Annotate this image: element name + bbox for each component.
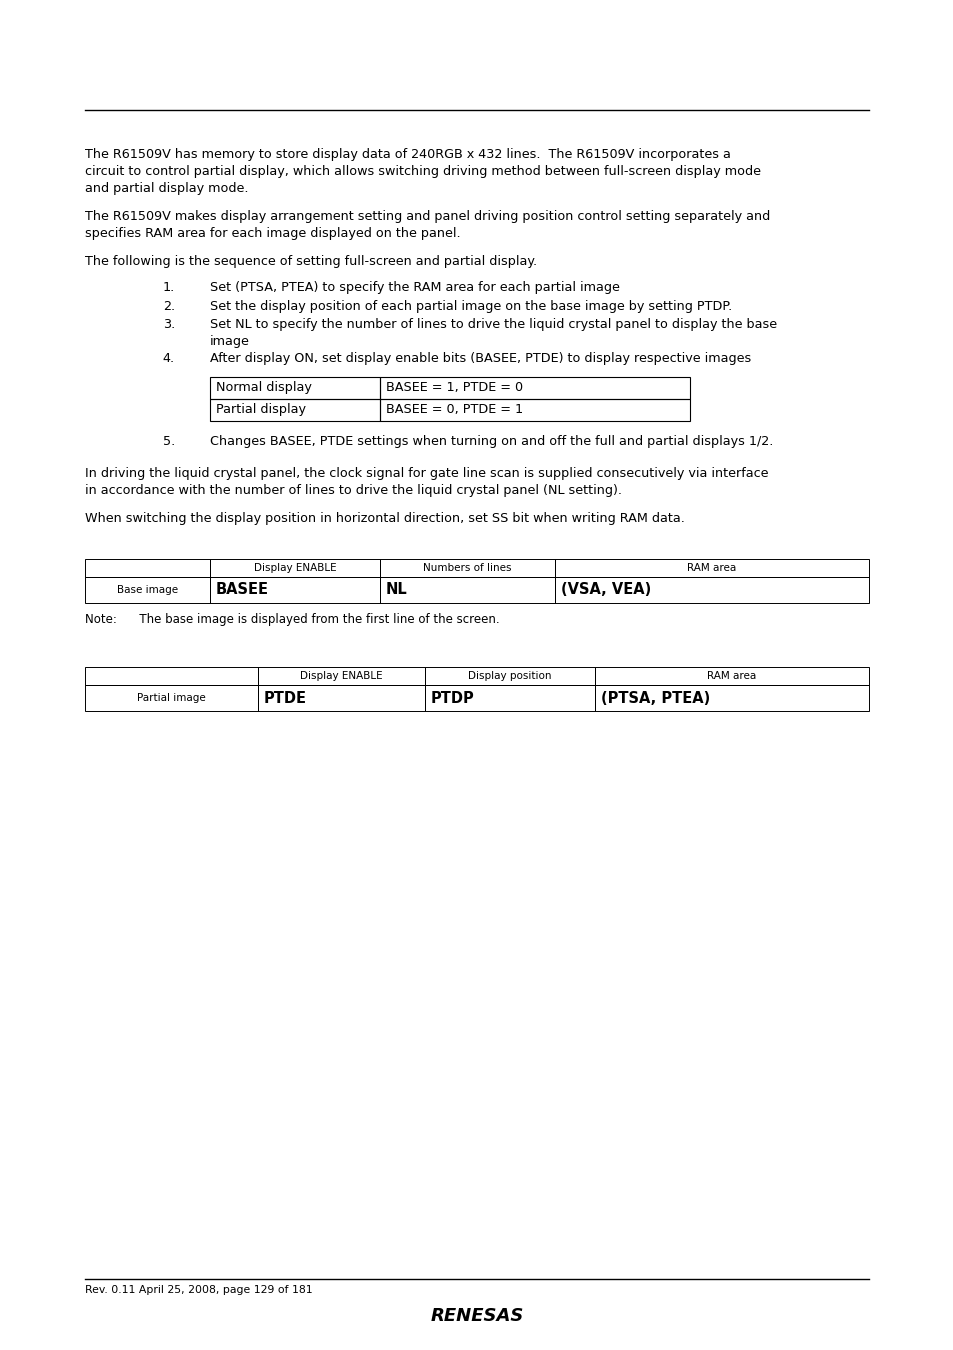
Text: Base image: Base image bbox=[117, 585, 178, 594]
Bar bbox=[379, 398, 689, 421]
Text: 4.: 4. bbox=[163, 352, 174, 365]
Bar bbox=[85, 667, 257, 684]
Bar bbox=[210, 398, 379, 421]
Bar bbox=[257, 684, 424, 711]
Bar bbox=[379, 576, 555, 602]
Text: Display ENABLE: Display ENABLE bbox=[300, 671, 382, 680]
Text: Normal display: Normal display bbox=[215, 381, 312, 394]
Text: RAM area: RAM area bbox=[687, 563, 736, 572]
Bar bbox=[424, 684, 595, 711]
Text: Display position: Display position bbox=[468, 671, 551, 680]
Text: Note:      The base image is displayed from the first line of the screen.: Note: The base image is displayed from t… bbox=[85, 613, 499, 625]
Text: RENESAS: RENESAS bbox=[430, 1307, 523, 1326]
Bar bbox=[210, 377, 379, 398]
Text: After display ON, set display enable bits (BASEE, PTDE) to display respective im: After display ON, set display enable bit… bbox=[210, 352, 750, 365]
Text: PTDE: PTDE bbox=[264, 691, 307, 706]
Text: Partial display: Partial display bbox=[215, 404, 306, 416]
Text: BASEE = 0, PTDE = 1: BASEE = 0, PTDE = 1 bbox=[386, 404, 522, 416]
Bar bbox=[379, 377, 689, 398]
Text: The R61509V makes display arrangement setting and panel driving position control: The R61509V makes display arrangement se… bbox=[85, 209, 769, 239]
Bar bbox=[85, 684, 257, 711]
Bar bbox=[85, 576, 210, 602]
Text: BASEE = 1, PTDE = 0: BASEE = 1, PTDE = 0 bbox=[386, 381, 522, 394]
Bar bbox=[424, 667, 595, 684]
Text: Display ENABLE: Display ENABLE bbox=[253, 563, 336, 572]
Text: (PTSA, PTEA): (PTSA, PTEA) bbox=[600, 691, 709, 706]
Bar bbox=[257, 667, 424, 684]
Text: NL: NL bbox=[386, 582, 407, 597]
Text: (VSA, VEA): (VSA, VEA) bbox=[560, 582, 651, 597]
Text: BASEE: BASEE bbox=[215, 582, 269, 597]
Bar bbox=[379, 559, 555, 576]
Text: Set the display position of each partial image on the base image by setting PTDP: Set the display position of each partial… bbox=[210, 300, 732, 313]
Bar bbox=[210, 576, 379, 602]
Text: 5.: 5. bbox=[163, 435, 174, 448]
Text: When switching the display position in horizontal direction, set SS bit when wri: When switching the display position in h… bbox=[85, 512, 684, 525]
Text: RAM area: RAM area bbox=[707, 671, 756, 680]
Text: 2.: 2. bbox=[163, 300, 174, 313]
Text: Changes BASEE, PTDE settings when turning on and off the full and partial displa: Changes BASEE, PTDE settings when turnin… bbox=[210, 435, 773, 448]
Text: Set NL to specify the number of lines to drive the liquid crystal panel to displ: Set NL to specify the number of lines to… bbox=[210, 319, 777, 348]
Bar bbox=[210, 559, 379, 576]
Text: The following is the sequence of setting full-screen and partial display.: The following is the sequence of setting… bbox=[85, 255, 537, 267]
Text: Set (PTSA, PTEA) to specify the RAM area for each partial image: Set (PTSA, PTEA) to specify the RAM area… bbox=[210, 281, 619, 294]
Bar bbox=[555, 576, 868, 602]
Text: In driving the liquid crystal panel, the clock signal for gate line scan is supp: In driving the liquid crystal panel, the… bbox=[85, 467, 767, 497]
Text: Partial image: Partial image bbox=[137, 693, 206, 703]
Text: PTDP: PTDP bbox=[431, 691, 475, 706]
Text: 3.: 3. bbox=[163, 319, 174, 331]
Bar bbox=[85, 559, 210, 576]
Text: The R61509V has memory to store display data of 240RGB x 432 lines.  The R61509V: The R61509V has memory to store display … bbox=[85, 148, 760, 194]
Bar bbox=[595, 684, 868, 711]
Text: 1.: 1. bbox=[163, 281, 174, 294]
Bar bbox=[555, 559, 868, 576]
Text: Rev. 0.11 April 25, 2008, page 129 of 181: Rev. 0.11 April 25, 2008, page 129 of 18… bbox=[85, 1285, 313, 1295]
Bar bbox=[595, 667, 868, 684]
Text: Numbers of lines: Numbers of lines bbox=[423, 563, 511, 572]
